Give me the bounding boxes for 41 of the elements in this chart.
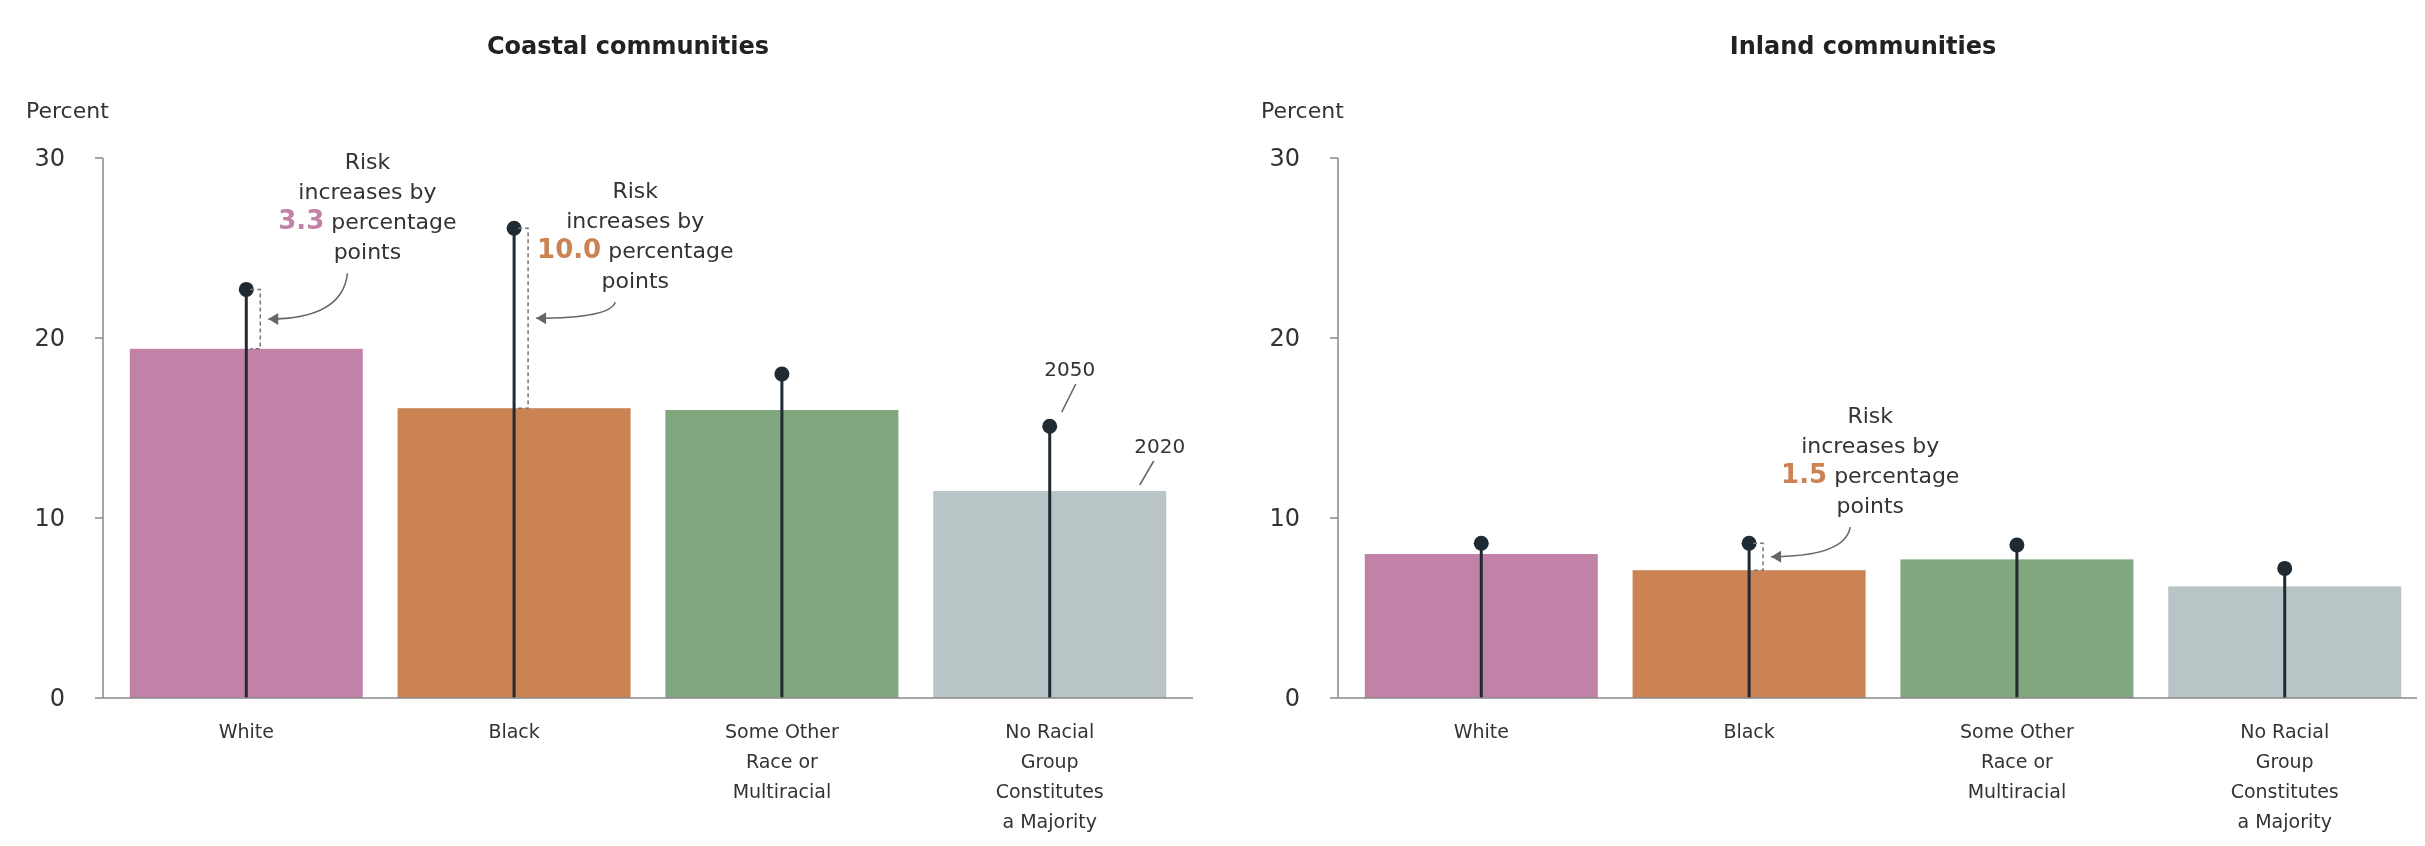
y-tick-label: 0 [1284, 684, 1300, 713]
y-tick-label: 30 [34, 144, 65, 173]
series-label: 2050 [1044, 357, 1096, 382]
bar [129, 348, 363, 698]
x-tick-label: No Racial Group Constitutes a Majority [995, 720, 1104, 832]
point [1473, 535, 1489, 551]
y-tick-label: 30 [1269, 144, 1300, 173]
point [2277, 560, 2293, 576]
y-tick-label: 20 [34, 324, 65, 353]
point [506, 220, 522, 236]
x-tick-label: White [1453, 720, 1509, 742]
bar [2168, 586, 2402, 698]
y-tick-label: 10 [1269, 504, 1300, 533]
chart-title: Inland communities [1729, 32, 1997, 60]
point [1042, 418, 1058, 434]
x-tick-label: No Racial Group Constitutes a Majority [2230, 720, 2339, 832]
x-tick-label: White [218, 720, 274, 742]
bar [1364, 554, 1598, 698]
annotation: Risk increases by 10.0 percentage points [537, 178, 734, 294]
y-axis-title: Percent [1261, 98, 1345, 123]
y-tick-label: 20 [1269, 324, 1300, 353]
x-tick-label: Some Other Race or Multiracial [1959, 720, 2075, 802]
bar [1632, 570, 1866, 698]
y-tick-label: 10 [34, 504, 65, 533]
annotation: Risk increases by 3.3 percentage points [278, 149, 457, 265]
series-label: 2020 [1134, 434, 1186, 458]
bar [933, 491, 1167, 698]
point [774, 366, 790, 382]
x-tick-label: Black [488, 720, 540, 742]
point [1741, 535, 1757, 551]
x-tick-label: Some Other Race or Multiracial [724, 720, 840, 802]
y-axis-title: Percent [26, 98, 110, 123]
bar [665, 410, 899, 698]
y-tick-label: 0 [49, 684, 65, 713]
point [2009, 537, 2025, 553]
bar [1900, 559, 2134, 698]
point [238, 281, 254, 297]
annotation: Risk increases by 1.5 percentage points [1781, 403, 1960, 519]
x-tick-label: Black [1723, 720, 1775, 742]
chart-title: Coastal communities [486, 32, 770, 60]
bar [397, 408, 631, 698]
